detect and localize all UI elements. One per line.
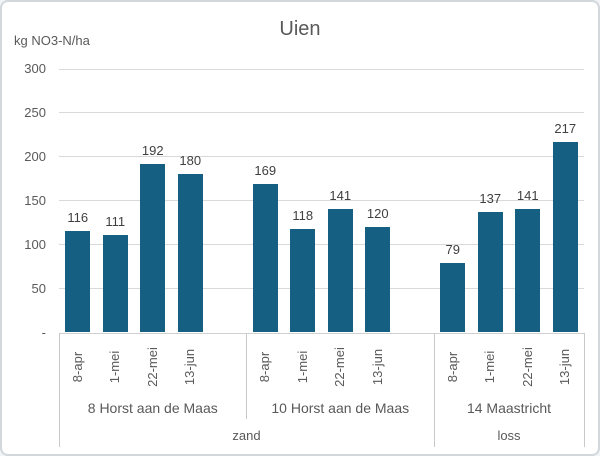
bar xyxy=(102,235,128,333)
y-axis-unit-label: kg NO3-N/ha xyxy=(14,33,90,48)
y-tick-label: - xyxy=(41,324,46,340)
gridline xyxy=(59,200,584,202)
x-axis-line xyxy=(59,333,584,334)
bar xyxy=(365,227,391,333)
soil-label: zand xyxy=(232,428,261,443)
bar-value-label: 180 xyxy=(179,153,202,169)
bar xyxy=(552,141,578,333)
y-tick-label: 100 xyxy=(24,236,46,252)
bar-value-label: 116 xyxy=(67,209,89,225)
soil-label: loss xyxy=(497,428,521,443)
gridline xyxy=(59,112,584,114)
chart-title: Uien xyxy=(279,18,321,40)
y-tick-label: 50 xyxy=(31,280,46,296)
y-tick-label: 250 xyxy=(24,104,46,120)
y-tick-label: 200 xyxy=(24,148,46,164)
bar xyxy=(140,163,166,333)
gridline xyxy=(59,68,584,70)
group-separator xyxy=(433,333,435,447)
group-label: 10 Horst aan de Maas xyxy=(271,400,410,416)
y-tick-label: 300 xyxy=(24,61,46,76)
bar-value-label: 141 xyxy=(516,187,539,203)
bar-value-label: 141 xyxy=(329,187,352,203)
bar-value-label: 137 xyxy=(479,191,502,207)
bar xyxy=(290,228,316,333)
bar-value-label: 192 xyxy=(141,142,164,158)
bar xyxy=(65,230,91,333)
bar xyxy=(177,174,203,333)
group-separator xyxy=(246,333,247,419)
group-separator xyxy=(583,333,585,447)
group-label: 14 Maastricht xyxy=(466,400,552,416)
group-separator xyxy=(58,333,60,447)
gridline xyxy=(59,156,584,158)
bar-value-label: 217 xyxy=(554,120,577,136)
bar-value-label: 79 xyxy=(445,242,460,258)
bar-value-label: 118 xyxy=(292,207,314,223)
bar xyxy=(440,263,466,333)
gridline xyxy=(59,244,584,246)
gridline xyxy=(59,288,584,290)
bar xyxy=(327,208,353,333)
bar-value-label: 169 xyxy=(254,163,277,179)
bar xyxy=(515,208,541,333)
bar-value-label: 120 xyxy=(366,206,389,222)
bar xyxy=(252,184,278,333)
y-tick-label: 150 xyxy=(24,192,46,208)
group-label: 8 Horst aan de Maas xyxy=(87,400,218,416)
bar xyxy=(477,212,503,333)
bar-value-label: 111 xyxy=(105,214,126,229)
